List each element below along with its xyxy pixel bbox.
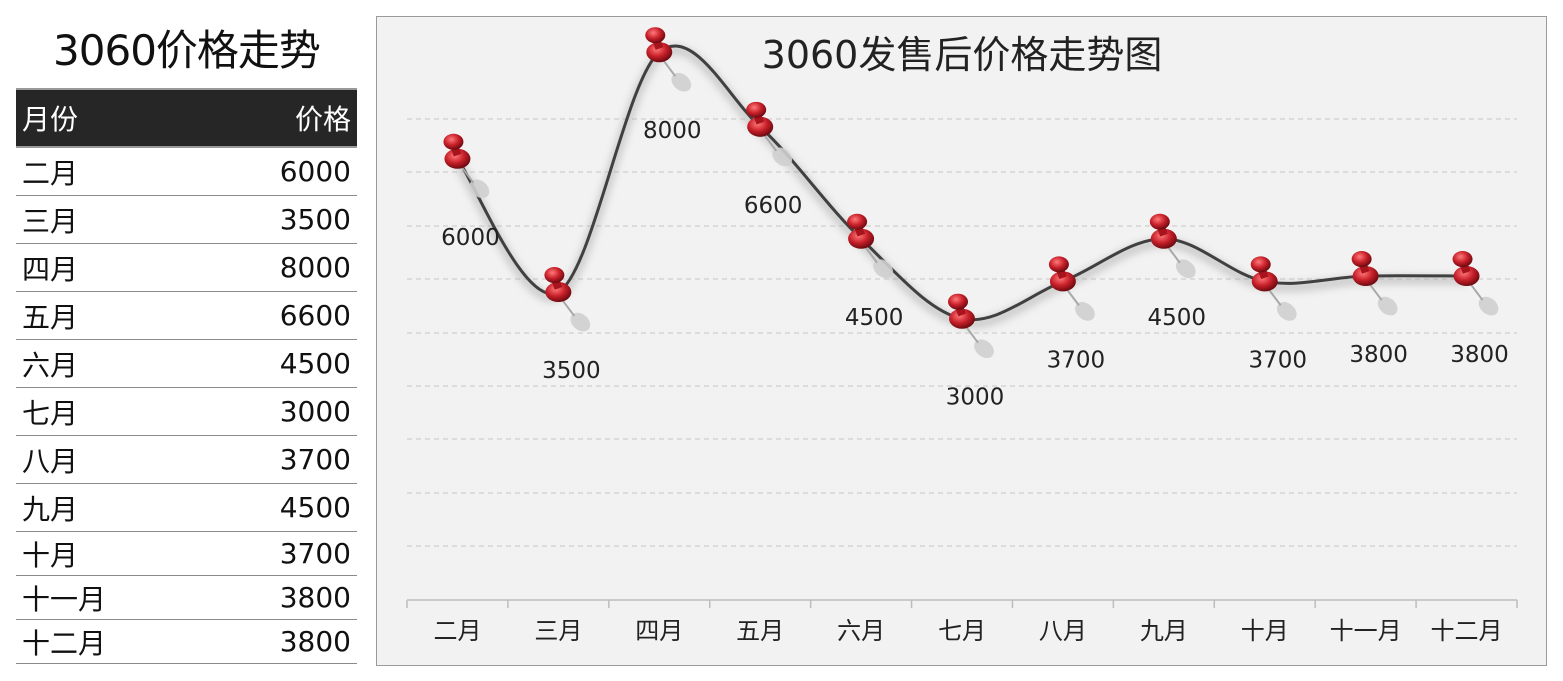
row-price: 3800 bbox=[279, 581, 351, 614]
row-month: 十月 bbox=[22, 538, 79, 572]
row-month: 四月 bbox=[22, 252, 79, 286]
data-point-pin bbox=[1452, 251, 1499, 316]
table-header: 月份 价格 bbox=[16, 88, 357, 148]
data-labels: 6000 3500 8000 6600 4500 3000 3700 4500 3700 3800… bbox=[441, 118, 1509, 411]
x-tick-label: 十二月 bbox=[1431, 617, 1503, 645]
table-body: 二月 6000 三月 3500 四月 8000 五月 6600 六月 4500 七月 3000 八月 37… bbox=[16, 148, 357, 664]
data-point-pin bbox=[746, 101, 793, 167]
x-tick-label: 五月 bbox=[736, 617, 784, 645]
row-month: 八月 bbox=[22, 444, 79, 478]
price-table: 3060价格走势 月份 价格 二月 6000 三月 3500 四月 8000 五月 6600 六… bbox=[16, 18, 357, 664]
row-month: 七月 bbox=[22, 396, 79, 430]
row-price: 3000 bbox=[279, 395, 351, 428]
header-month: 月份 bbox=[22, 103, 79, 136]
data-point-pin bbox=[1149, 213, 1196, 279]
row-price: 3700 bbox=[279, 443, 351, 476]
x-tick-label: 九月 bbox=[1140, 617, 1188, 645]
table-row: 七月 3000 bbox=[16, 388, 357, 436]
x-tick-label: 八月 bbox=[1039, 617, 1087, 645]
row-price: 3700 bbox=[279, 537, 351, 570]
data-label: 3800 bbox=[1349, 342, 1408, 368]
x-axis: 二月 三月 四月 五月 六月 七月 八月 九月 十月 十一月 十二月 bbox=[406, 599, 1518, 645]
data-point-pin bbox=[1250, 256, 1297, 321]
data-point-pin bbox=[645, 27, 692, 92]
price-series bbox=[453, 44, 1467, 329]
row-month: 九月 bbox=[22, 492, 79, 526]
table-row: 二月 6000 bbox=[16, 148, 357, 196]
price-chart: 3060发售后价格走势图 二月 三月 四月 五月 六月 七月 八月 九月 十月 十一月 十二月 60… bbox=[376, 16, 1547, 666]
table-row: 三月 3500 bbox=[16, 196, 357, 244]
x-tick-label: 三月 bbox=[534, 617, 582, 645]
row-price: 4500 bbox=[279, 347, 351, 380]
table-row: 九月 4500 bbox=[16, 484, 357, 532]
data-label: 6000 bbox=[441, 225, 500, 251]
table-row: 十一月 3800 bbox=[16, 576, 357, 620]
table-row: 十月 3700 bbox=[16, 532, 357, 576]
x-tick-label: 七月 bbox=[938, 617, 986, 645]
data-label: 3700 bbox=[1248, 347, 1307, 373]
header-price: 价格 bbox=[294, 103, 351, 136]
chart-svg: 3060发售后价格走势图 二月 三月 四月 五月 六月 七月 八月 九月 十月 十一月 十二月 60… bbox=[406, 27, 1518, 645]
row-month: 三月 bbox=[22, 204, 79, 238]
data-label: 3500 bbox=[542, 358, 601, 384]
x-tick-label: 六月 bbox=[837, 617, 885, 645]
x-tick-label: 二月 bbox=[433, 617, 481, 645]
table-title: 3060价格走势 bbox=[53, 26, 321, 75]
row-month: 六月 bbox=[22, 348, 79, 382]
table-row: 六月 4500 bbox=[16, 340, 357, 388]
markers bbox=[443, 27, 1499, 359]
data-label: 3800 bbox=[1450, 342, 1509, 368]
row-price: 3500 bbox=[279, 203, 351, 236]
chart-title: 3060发售后价格走势图 bbox=[762, 33, 1163, 77]
table-row: 十二月 3800 bbox=[16, 620, 357, 664]
data-label: 3700 bbox=[1047, 347, 1106, 373]
table-row: 四月 8000 bbox=[16, 244, 357, 292]
row-price: 4500 bbox=[279, 491, 351, 524]
row-month: 十二月 bbox=[22, 626, 107, 660]
row-month: 二月 bbox=[22, 156, 79, 190]
data-point-pin bbox=[847, 213, 893, 279]
data-label: 4500 bbox=[1148, 305, 1207, 331]
grid-lines bbox=[407, 118, 1517, 547]
table-row: 八月 3700 bbox=[16, 436, 357, 484]
row-price: 6000 bbox=[279, 155, 351, 188]
row-price: 6600 bbox=[279, 299, 351, 332]
data-label: 6600 bbox=[744, 193, 803, 219]
data-point-pin bbox=[1351, 251, 1398, 316]
data-point-pin bbox=[544, 267, 591, 332]
row-month: 五月 bbox=[22, 300, 79, 334]
data-label: 8000 bbox=[643, 118, 702, 144]
x-tick-label: 十月 bbox=[1241, 617, 1289, 645]
table-row: 五月 6600 bbox=[16, 292, 357, 340]
data-label: 4500 bbox=[845, 305, 904, 331]
x-tick-label: 十一月 bbox=[1330, 617, 1402, 645]
row-price: 8000 bbox=[279, 251, 351, 284]
x-tick-label: 四月 bbox=[635, 617, 683, 645]
data-label: 3000 bbox=[946, 385, 1005, 411]
data-point-pin bbox=[443, 133, 490, 199]
row-price: 3800 bbox=[279, 625, 351, 658]
row-month: 十一月 bbox=[22, 582, 107, 616]
data-point-pin bbox=[1048, 256, 1095, 321]
data-point-pin bbox=[948, 293, 994, 359]
